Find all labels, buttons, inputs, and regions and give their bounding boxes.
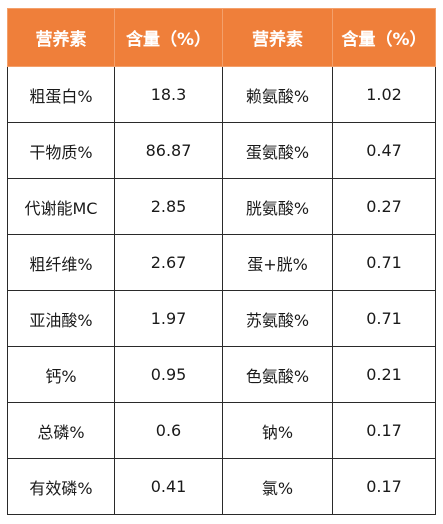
table-body: 粗蛋白% 18.3 赖氨酸% 1.02 干物质% 86.87 蛋氨酸% 0.47… — [7, 66, 436, 515]
nutrient-name: 钙% — [7, 346, 115, 403]
nutrient-name: 有效磷% — [7, 458, 115, 515]
nutrient-name: 蛋氨酸% — [222, 122, 333, 179]
table-row: 钙% 0.95 色氨酸% 0.21 — [7, 346, 436, 403]
nutrient-name: 总磷% — [7, 402, 115, 459]
nutrient-value: 0.95 — [114, 346, 223, 403]
nutrient-value: 0.71 — [332, 234, 436, 291]
nutrient-name: 钠% — [222, 402, 333, 459]
nutrient-name: 粗纤维% — [7, 234, 115, 291]
nutrient-name: 氯% — [222, 458, 333, 515]
nutrient-value: 2.67 — [114, 234, 223, 291]
table-row: 粗蛋白% 18.3 赖氨酸% 1.02 — [7, 66, 436, 123]
nutrient-name: 粗蛋白% — [7, 66, 115, 123]
nutrient-table-container: 营养素 含量（%） 营养素 含量（%） 粗蛋白% 18.3 赖氨酸% 1.02 … — [7, 8, 436, 515]
header-nutrient-right: 营养素 — [222, 8, 333, 67]
nutrient-name: 亚油酸% — [7, 290, 115, 347]
nutrient-value: 1.97 — [114, 290, 223, 347]
nutrient-name: 赖氨酸% — [222, 66, 333, 123]
nutrient-table: 营养素 含量（%） 营养素 含量（%） 粗蛋白% 18.3 赖氨酸% 1.02 … — [7, 8, 436, 515]
nutrient-name: 色氨酸% — [222, 346, 333, 403]
table-row: 粗纤维% 2.67 蛋+胱% 0.71 — [7, 234, 436, 291]
nutrient-value: 0.27 — [332, 178, 436, 235]
header-nutrient-left: 营养素 — [7, 8, 115, 67]
nutrient-value: 0.21 — [332, 346, 436, 403]
table-row: 干物质% 86.87 蛋氨酸% 0.47 — [7, 122, 436, 179]
header-row: 营养素 含量（%） 营养素 含量（%） — [7, 8, 436, 67]
table-row: 代谢能MC 2.85 胱氨酸% 0.27 — [7, 178, 436, 235]
nutrient-name: 胱氨酸% — [222, 178, 333, 235]
nutrient-value: 0.47 — [332, 122, 436, 179]
table-row: 亚油酸% 1.97 苏氨酸% 0.71 — [7, 290, 436, 347]
nutrient-value: 0.41 — [114, 458, 223, 515]
table-row: 有效磷% 0.41 氯% 0.17 — [7, 458, 436, 515]
header-content-left: 含量（%） — [114, 8, 223, 67]
nutrient-name: 代谢能MC — [7, 178, 115, 235]
nutrient-value: 0.6 — [114, 402, 223, 459]
nutrient-value: 18.3 — [114, 66, 223, 123]
table-row: 总磷% 0.6 钠% 0.17 — [7, 402, 436, 459]
nutrient-name: 苏氨酸% — [222, 290, 333, 347]
nutrient-value: 86.87 — [114, 122, 223, 179]
nutrient-value: 1.02 — [332, 66, 436, 123]
header-content-right: 含量（%） — [332, 8, 436, 67]
nutrient-value: 0.17 — [332, 458, 436, 515]
table-header: 营养素 含量（%） 营养素 含量（%） — [7, 8, 436, 67]
nutrient-value: 0.17 — [332, 402, 436, 459]
nutrient-value: 0.71 — [332, 290, 436, 347]
nutrient-name: 蛋+胱% — [222, 234, 333, 291]
nutrient-name: 干物质% — [7, 122, 115, 179]
nutrient-value: 2.85 — [114, 178, 223, 235]
